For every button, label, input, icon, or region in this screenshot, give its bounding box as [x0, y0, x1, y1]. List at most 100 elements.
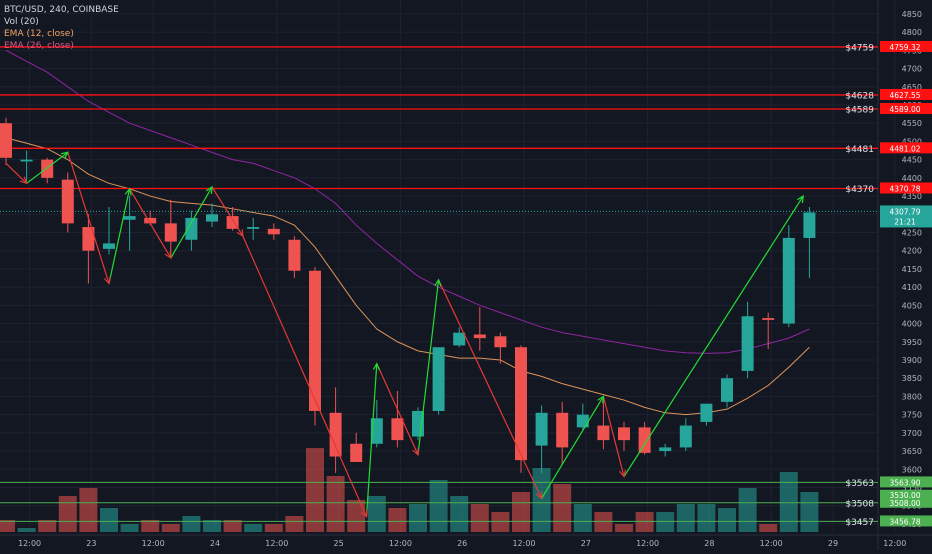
zigzag-segment-up — [108, 188, 131, 284]
legend-vol[interactable]: Vol (20) — [4, 17, 39, 27]
price-tick-label: 4500 — [902, 137, 922, 146]
volume-bar — [285, 516, 304, 532]
legend-symbol[interactable]: BTC/USD, 240, COINBASE — [4, 5, 119, 15]
zigzag-arrowhead — [19, 176, 28, 185]
level-price-tag-text: 4759.32 — [889, 43, 920, 52]
level-price-tag — [880, 496, 932, 508]
price-tick-label: 4400 — [902, 174, 922, 183]
volume-bar — [182, 516, 201, 532]
level-label: $4370 — [845, 185, 874, 195]
time-tick-label: 12:00 — [142, 539, 165, 548]
zigzag-arrowhead — [124, 187, 132, 196]
volume-bar — [532, 468, 551, 532]
price-tick-label: 3600 — [902, 465, 922, 474]
legend-ema26[interactable]: EMA (26, close) — [4, 41, 74, 51]
time-tick-label: 12:00 — [636, 539, 659, 548]
level-price-tag-text: 3456.78 — [889, 517, 920, 526]
candle-body — [144, 217, 157, 224]
volume-bar — [161, 524, 180, 532]
candle-body — [782, 237, 795, 324]
candle-body — [350, 443, 363, 462]
extra-price-tag — [880, 489, 932, 500]
zigzag-segment-down — [67, 152, 110, 284]
zigzag-arrowhead — [796, 194, 804, 204]
volume-bar — [512, 492, 530, 532]
zigzag-arrowhead — [60, 151, 69, 159]
level-price-tag-text: 4370.78 — [889, 184, 920, 193]
volume-bar — [697, 504, 716, 532]
candle-body — [0, 123, 12, 158]
zigzag-arrowhead — [597, 395, 605, 404]
time-tick-label: 23 — [86, 539, 96, 548]
level-label: $4481 — [845, 145, 874, 155]
volume-bar — [450, 496, 469, 532]
candle-body — [721, 378, 733, 402]
last-price-tag-text: 4307.79 — [889, 207, 920, 216]
volume-bar — [491, 512, 510, 532]
level-label: $3457 — [845, 518, 874, 528]
volume-bar — [244, 524, 263, 532]
time-tick-label: 12:00 — [265, 539, 288, 548]
level-label: $3508 — [845, 499, 874, 509]
volume-bar — [141, 520, 160, 532]
zigzag-arrowhead — [412, 447, 419, 456]
volume-bar — [100, 508, 118, 532]
candle-body — [226, 216, 239, 229]
price-tick-label: 3750 — [902, 411, 922, 420]
candle-body — [432, 347, 445, 411]
volume-bar — [656, 512, 675, 532]
candle-body — [679, 425, 692, 448]
candle-body — [453, 332, 466, 346]
ema12-line — [5, 137, 810, 416]
volume-bar — [573, 504, 592, 532]
zigzag-arrowhead — [205, 185, 213, 194]
candle-body — [103, 243, 115, 249]
zigzag-segment-up — [623, 195, 804, 477]
zigzag-segment-up — [417, 279, 440, 455]
price-tick-label: 4650 — [902, 83, 922, 92]
volume-bar — [615, 524, 633, 532]
time-tick-label: 12:00 — [18, 539, 41, 548]
candle-body — [206, 214, 218, 222]
time-tick-label: 26 — [457, 539, 467, 548]
volume-bar — [38, 520, 57, 532]
candle-body — [556, 412, 569, 448]
level-price-tag-text: 4627.55 — [889, 91, 920, 100]
level-label: $4589 — [845, 106, 874, 116]
volume-bar — [470, 504, 489, 532]
candle-body — [473, 334, 486, 339]
volume-bar — [58, 496, 77, 532]
candle-body — [638, 427, 651, 453]
zigzag-arrowhead — [434, 278, 442, 287]
chart-legend: BTC/USD, 240, COINBASE Vol (20) EMA (12,… — [4, 4, 119, 52]
volume-bar — [223, 520, 242, 532]
level-price-tag-text: 4481.02 — [889, 144, 920, 153]
volume-bar — [594, 512, 613, 532]
level-price-tag — [880, 103, 932, 115]
level-price-tag — [880, 515, 932, 527]
zigzag-arrowhead — [360, 509, 368, 518]
last-price-tag — [880, 205, 932, 228]
time-tick-label: 12:00 — [883, 539, 906, 548]
volume-bar — [326, 476, 345, 532]
candle-body — [247, 227, 260, 229]
zigzag-arrowhead — [619, 469, 626, 478]
candle-body — [391, 418, 404, 441]
volume-bar — [738, 488, 757, 532]
candle-body — [164, 223, 177, 242]
candle-body — [267, 228, 280, 235]
price-tick-label: 3650 — [902, 447, 922, 456]
time-tick-label: 12:00 — [389, 539, 412, 548]
volume-bar — [635, 512, 654, 532]
price-tick-label: 4700 — [902, 65, 922, 74]
level-price-tag-text: 3508.00 — [889, 499, 920, 508]
legend-ema12[interactable]: EMA (12, close) — [4, 29, 74, 39]
candle-body — [762, 318, 775, 320]
extra-price-tag-text: 3530.00 — [889, 491, 920, 500]
zigzag-arrowhead — [236, 229, 244, 238]
price-tick-label: 3900 — [902, 356, 922, 365]
volume-bar — [676, 504, 695, 532]
candle-body — [494, 336, 507, 348]
